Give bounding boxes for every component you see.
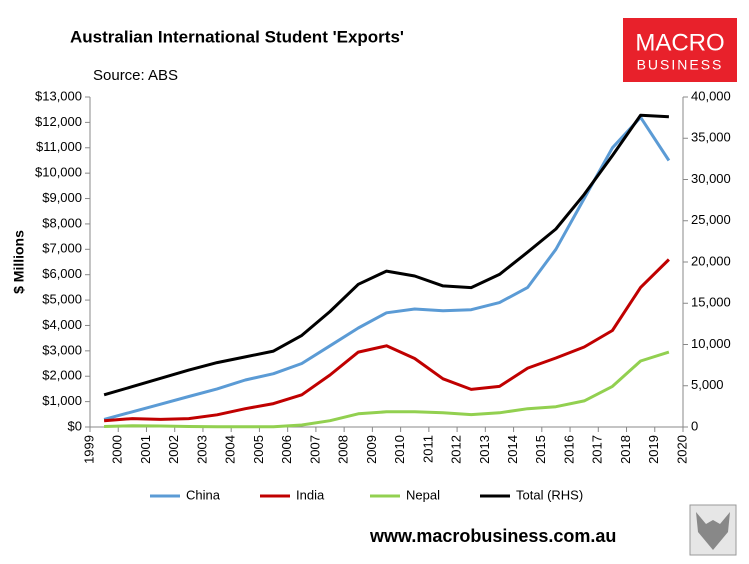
y2-tick-label: 5,000 bbox=[691, 377, 724, 392]
x-tick-label: 2001 bbox=[138, 435, 153, 464]
y-axis-label: $ Millions bbox=[11, 230, 27, 294]
x-tick-label: 2020 bbox=[674, 435, 689, 464]
series-line bbox=[104, 350, 670, 429]
legend-label: Nepal bbox=[406, 487, 440, 502]
logo-box bbox=[623, 18, 737, 82]
legend-label: China bbox=[186, 487, 221, 502]
series-line bbox=[103, 113, 669, 397]
logo-text: MACRO bbox=[635, 29, 724, 56]
series-line bbox=[103, 258, 670, 423]
x-tick-label: 2012 bbox=[449, 435, 464, 464]
y2-tick-label: 40,000 bbox=[691, 88, 731, 103]
x-tick-label: 2005 bbox=[251, 435, 266, 464]
y-tick-label: $13,000 bbox=[35, 88, 82, 103]
x-tick-label: 1999 bbox=[81, 435, 96, 464]
y2-tick-label: 20,000 bbox=[691, 253, 731, 268]
y2-tick-label: 15,000 bbox=[691, 295, 731, 310]
icon-shape bbox=[696, 512, 730, 550]
y-tick-label: $5,000 bbox=[42, 292, 82, 307]
x-tick-label: 2014 bbox=[505, 435, 520, 464]
y2-tick-label: 35,000 bbox=[691, 130, 731, 145]
legend-label: India bbox=[296, 487, 325, 502]
x-tick-label: 2016 bbox=[561, 435, 576, 464]
x-tick-label: 2002 bbox=[166, 435, 181, 464]
y2-tick-label: 25,000 bbox=[691, 212, 731, 227]
y-tick-label: $11,000 bbox=[36, 139, 82, 154]
legend-label: Total (RHS) bbox=[516, 487, 583, 502]
source: Source: ABS bbox=[93, 67, 178, 84]
logo: MACRO BUSINESS bbox=[623, 18, 737, 82]
x-tick-label: 2018 bbox=[618, 435, 633, 464]
x-tick-label: 2019 bbox=[646, 435, 661, 464]
y2-tick-label: 0 bbox=[691, 418, 698, 433]
y-tick-label: $2,000 bbox=[42, 368, 82, 383]
series-line bbox=[103, 115, 671, 421]
y-tick-label: $4,000 bbox=[42, 317, 82, 332]
y-tick-label: $7,000 bbox=[42, 241, 82, 256]
x-tick-label: 2000 bbox=[110, 435, 125, 464]
x-tick-label: 2007 bbox=[307, 435, 322, 464]
y-tick-label: $1,000 bbox=[42, 393, 82, 408]
x-tick-label: 2009 bbox=[364, 435, 379, 464]
logo-text: BUSINESS bbox=[637, 57, 724, 73]
y-tick-label: $3,000 bbox=[42, 342, 82, 357]
x-tick-label: 2010 bbox=[392, 435, 407, 464]
x-tick-label: 2011 bbox=[420, 435, 435, 463]
y2-tick-label: 10,000 bbox=[691, 336, 731, 351]
y-tick-label: $9,000 bbox=[42, 190, 82, 205]
x-tick-label: 2006 bbox=[279, 435, 294, 464]
y2-tick-label: 30,000 bbox=[691, 171, 731, 186]
y-tick-label: $8,000 bbox=[42, 215, 82, 230]
footer: www.macrobusiness.com.au bbox=[369, 526, 616, 546]
x-tick-label: 2015 bbox=[533, 435, 548, 464]
wolf-icon bbox=[689, 504, 737, 556]
x-tick-label: 2013 bbox=[477, 435, 492, 464]
chart-title: Australian International Student 'Export… bbox=[70, 27, 404, 46]
x-tick-label: 2003 bbox=[194, 435, 209, 464]
x-tick-label: 2008 bbox=[336, 435, 351, 464]
x-tick-label: 2017 bbox=[590, 435, 605, 464]
y-tick-label: $10,000 bbox=[35, 165, 82, 180]
y-tick-label: $0 bbox=[68, 418, 82, 433]
y-tick-label: $6,000 bbox=[42, 266, 82, 281]
y-tick-label: $12,000 bbox=[35, 114, 82, 129]
x-tick-label: 2004 bbox=[223, 435, 238, 464]
